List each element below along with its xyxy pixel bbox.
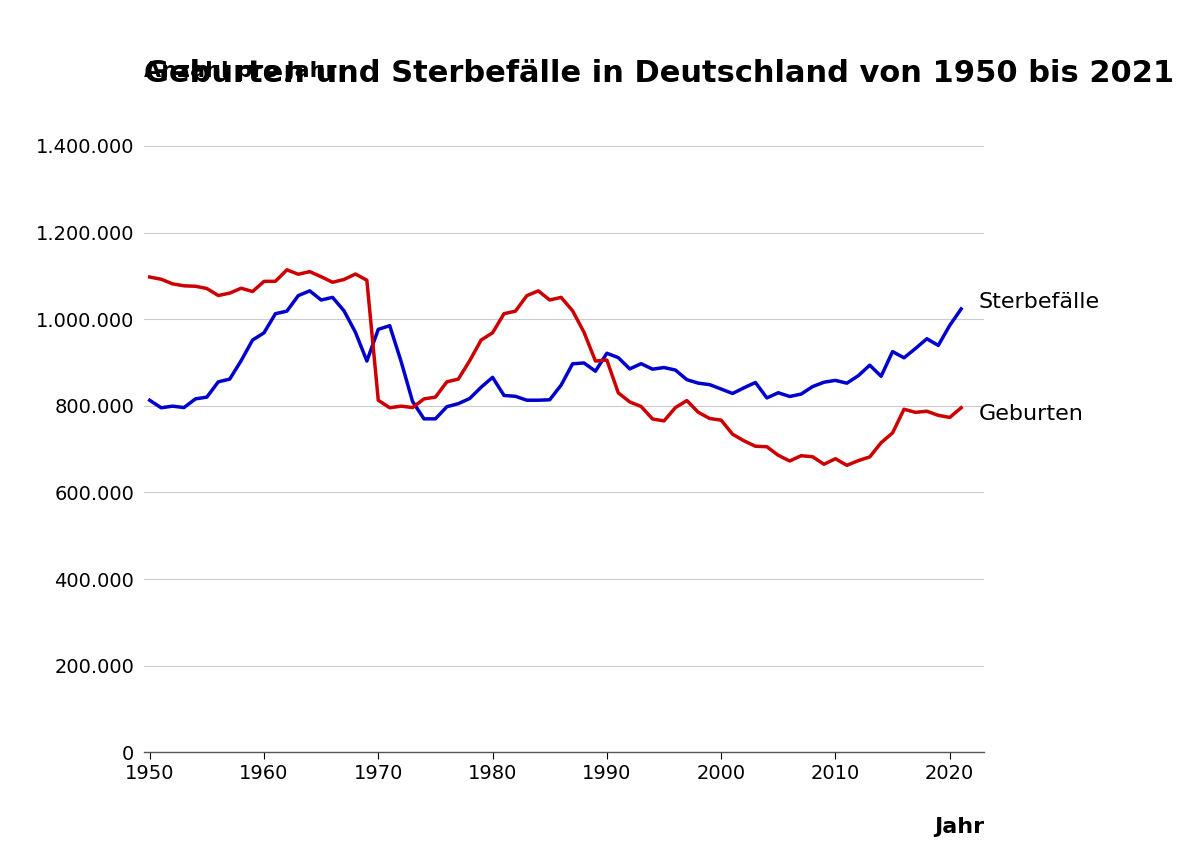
Text: Sterbefälle: Sterbefälle — [978, 292, 1099, 312]
Text: Jahr: Jahr — [934, 817, 984, 836]
Text: Geburten: Geburten — [978, 404, 1084, 424]
Text: Anzahl pro Jahr: Anzahl pro Jahr — [144, 62, 336, 81]
Text: Geburten und Sterbefälle in Deutschland von 1950 bis 2021: Geburten und Sterbefälle in Deutschland … — [144, 59, 1174, 88]
